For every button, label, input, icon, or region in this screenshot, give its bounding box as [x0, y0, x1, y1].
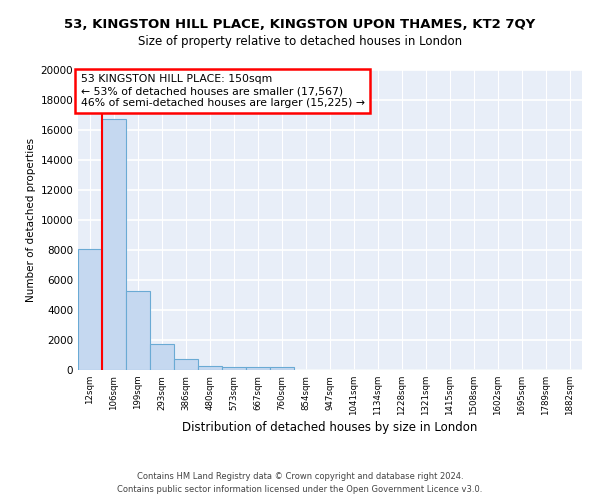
Text: Size of property relative to detached houses in London: Size of property relative to detached ho… — [138, 35, 462, 48]
Bar — [78, 248, 102, 370]
Bar — [198, 366, 222, 370]
Y-axis label: Number of detached properties: Number of detached properties — [26, 138, 36, 302]
Bar — [126, 290, 150, 370]
Bar — [174, 359, 198, 370]
Text: Contains HM Land Registry data © Crown copyright and database right 2024.
Contai: Contains HM Land Registry data © Crown c… — [118, 472, 482, 494]
Text: 53 KINGSTON HILL PLACE: 150sqm
← 53% of detached houses are smaller (17,567)
46%: 53 KINGSTON HILL PLACE: 150sqm ← 53% of … — [80, 74, 365, 108]
Bar — [222, 366, 246, 370]
Bar — [270, 368, 294, 370]
X-axis label: Distribution of detached houses by size in London: Distribution of detached houses by size … — [182, 421, 478, 434]
Text: 53, KINGSTON HILL PLACE, KINGSTON UPON THAMES, KT2 7QY: 53, KINGSTON HILL PLACE, KINGSTON UPON T… — [64, 18, 536, 30]
Bar — [102, 120, 126, 370]
Bar — [150, 344, 174, 370]
Bar — [246, 367, 270, 370]
